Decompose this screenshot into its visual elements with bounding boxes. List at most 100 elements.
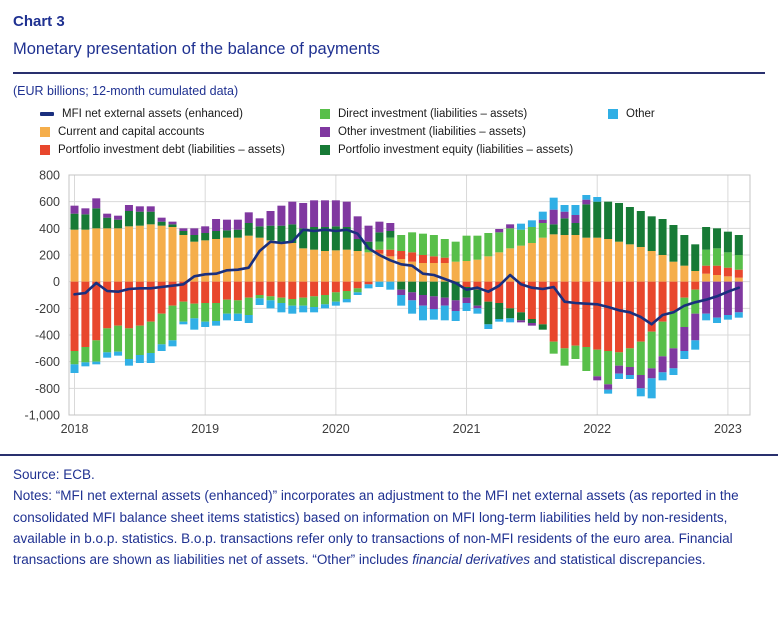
bar-segment <box>734 281 743 313</box>
bar-month-32 <box>418 233 427 321</box>
bar-segment <box>146 353 155 363</box>
bar-segment <box>353 216 362 239</box>
bar-segment <box>604 239 613 282</box>
bar-month-54 <box>658 219 667 381</box>
bar-segment <box>702 273 711 282</box>
units-label: (EUR billions; 12-month cumulated data) <box>13 84 239 98</box>
bar-segment <box>658 255 667 282</box>
notes-text: Notes: “MFI net external assets (enhance… <box>13 485 765 570</box>
bar-segment <box>702 227 711 250</box>
bar-segment <box>124 328 133 359</box>
bar-segment <box>342 249 351 282</box>
bar-segment <box>277 241 286 282</box>
bar-segment <box>495 303 504 319</box>
bar-segment <box>549 234 558 282</box>
bar-month-55 <box>669 225 678 375</box>
bar-segment <box>168 224 177 227</box>
x-axis-tick-label: 2021 <box>453 422 481 436</box>
bar-segment <box>233 313 242 321</box>
bars-layer <box>70 195 743 399</box>
legend-item: Other investment (liabilities – assets) <box>320 125 608 138</box>
bar-segment <box>288 281 297 299</box>
bar-segment <box>386 249 395 257</box>
y-axis-tick-label: -600 <box>35 355 60 369</box>
bar-segment <box>320 200 329 227</box>
bar-segment <box>495 252 504 282</box>
bar-segment <box>190 281 199 304</box>
bar-segment <box>713 317 722 323</box>
bar-segment <box>604 281 613 351</box>
bar-segment <box>484 301 493 325</box>
bar-segment <box>212 321 221 326</box>
bar-segment <box>549 209 558 225</box>
bar-segment <box>484 256 493 282</box>
bar-segment <box>277 281 286 298</box>
bar-segment <box>331 200 340 227</box>
bar-segment <box>103 352 112 358</box>
bar-segment <box>582 199 591 205</box>
bar-segment <box>212 219 221 231</box>
bar-segment <box>92 340 101 362</box>
legend-swatch-icon <box>608 108 618 119</box>
bar-segment <box>331 301 340 306</box>
bar-segment <box>277 303 286 313</box>
bar-segment <box>81 281 90 347</box>
bar-segment <box>255 295 264 299</box>
bar-segment <box>516 229 525 246</box>
y-axis-tick-label: 800 <box>39 169 60 183</box>
bar-segment <box>647 281 656 332</box>
bar-segment <box>201 233 210 241</box>
bar-segment <box>495 229 504 233</box>
bar-segment <box>636 341 645 375</box>
bar-segment <box>310 200 319 227</box>
bar-segment <box>713 281 722 318</box>
bar-segment <box>277 225 286 242</box>
bar-segment <box>593 349 602 377</box>
plot-border <box>68 174 751 416</box>
bar-segment <box>560 205 569 212</box>
bar-segment <box>222 230 231 238</box>
bar-segment <box>658 321 667 357</box>
bar-segment <box>549 281 558 342</box>
bar-segment <box>266 296 275 301</box>
bar-segment <box>114 228 123 282</box>
legend-item: Other <box>608 107 655 120</box>
legend-column-3: Other <box>608 107 655 156</box>
legend-item: Current and capital accounts <box>40 125 320 138</box>
bar-segment <box>375 241 384 250</box>
bar-segment <box>103 228 112 282</box>
bar-month-0 <box>70 205 79 373</box>
bar-segment <box>81 208 90 215</box>
bar-segment <box>538 281 547 325</box>
bar-segment <box>702 281 711 314</box>
bar-segment <box>582 195 591 200</box>
bar-segment <box>625 244 634 282</box>
bar-month-15 <box>233 219 242 321</box>
bar-segment <box>364 241 373 250</box>
bar-segment <box>615 281 624 353</box>
bar-segment <box>418 295 427 306</box>
bar-segment <box>375 281 384 287</box>
bar-segment <box>81 347 90 363</box>
bar-segment <box>658 219 667 255</box>
bar-segment <box>571 215 580 223</box>
bar-segment <box>473 259 482 282</box>
bar-segment <box>429 256 438 263</box>
bar-segment <box>615 203 624 242</box>
bar-month-41 <box>516 223 525 323</box>
bar-segment <box>397 251 406 259</box>
bar-segment <box>386 223 395 231</box>
bar-segment <box>342 299 351 303</box>
bar-segment <box>157 217 166 222</box>
bar-segment <box>310 296 319 307</box>
bar-month-52 <box>636 211 645 397</box>
bar-segment <box>277 205 286 226</box>
bar-segment <box>680 297 689 327</box>
bar-segment <box>516 245 525 282</box>
bar-month-37 <box>473 235 482 314</box>
bar-segment <box>331 292 340 302</box>
bar-segment <box>201 240 210 282</box>
bar-segment <box>233 219 242 230</box>
bar-segment <box>70 229 79 282</box>
bar-month-56 <box>680 235 689 359</box>
